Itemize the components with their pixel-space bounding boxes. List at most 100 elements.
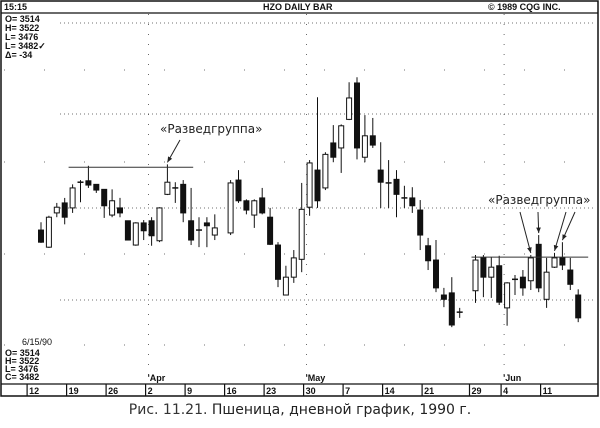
candle [519,270,526,296]
candle-body [117,207,123,214]
candle [196,217,202,248]
candle [480,255,487,298]
candle [124,220,131,241]
candle-body [488,266,495,278]
candle [535,235,542,293]
candle-body [85,180,92,186]
candle-body [243,200,250,211]
candle [456,307,463,318]
candle-body [472,259,479,292]
candle [559,242,566,271]
candle [38,222,44,243]
candle-body [433,259,439,289]
candle-body [188,220,195,241]
candle-body [156,207,163,242]
readout-open: O= 3514 [5,14,40,24]
readout-o: O= 3514 [5,348,40,358]
arrow-head [536,227,541,234]
candle-body [164,181,171,195]
x-tick-label: 4 [503,386,508,396]
candle-body [543,271,550,300]
candle-body [101,188,108,207]
candle [180,180,187,223]
bottom-readout: 6/15/90 O= 3514 H= 3522 L= 3476 C= 3482 [5,337,52,382]
candle-body [38,229,44,243]
readout-delta: Δ= -34 [5,50,32,60]
candle-body [203,222,210,227]
x-tick-label: 11 [543,386,553,396]
candle [330,125,337,163]
candle [298,182,305,273]
candle-body [227,182,234,234]
candle [243,199,250,215]
candle [93,183,100,193]
candle [567,257,574,291]
candle [117,197,123,218]
candle-body [282,276,289,296]
x-tick-label: 30 [306,386,316,396]
candle-body [338,125,345,149]
x-tick-label: 23 [266,386,276,396]
candle [425,237,432,271]
candle-body [527,257,534,282]
candle [45,215,52,248]
candle [235,170,242,203]
x-axis: 12 19 26 2 9 16 23 30 7 14 21 29 4 11'Apr 'May 'Jun [26,373,553,396]
candle [401,185,408,208]
candle-body [109,200,116,216]
candle-body [354,82,360,149]
x-tick-label: 26 [108,386,118,396]
x-tick-label: 29 [472,386,482,396]
header-title: HZO DAILY BAR [263,2,333,12]
x-tick-label: 19 [69,386,79,396]
candle-body [448,292,455,326]
candle [488,257,495,298]
candle [282,265,289,296]
x-tick-label: 12 [29,386,39,396]
candle-body [290,257,297,278]
candle [275,242,281,288]
readout-high: H= 3522 [5,23,39,33]
candle [377,142,384,208]
candle-body [417,209,424,236]
header-time: 15:15 [4,2,27,12]
candle [361,115,368,163]
candle-body [425,245,432,262]
candle-body [409,197,416,207]
candle [369,117,376,148]
top-readout: O= 3514 H= 3522 L= 3476 L= 3482✓ Δ= -34 [5,14,46,60]
candle-body [346,97,353,120]
candle-body [211,227,218,236]
candle-body [235,179,242,202]
candle-body [306,162,313,208]
candle-body [567,269,574,285]
readout-low: L= 3476 [5,32,38,42]
header-copyright: © 1989 CQG INC. [488,2,561,12]
candle-body [275,244,281,280]
candle [393,170,400,218]
candle-body [496,265,503,303]
candle-body [314,169,321,202]
candle-body [140,222,147,232]
arrow-head [562,234,567,241]
arrow-head [527,247,532,254]
caption-text: Пшеница, дневной график, 1990 г. [211,402,472,418]
candle-body [504,282,511,309]
candle [338,124,345,173]
candle [164,164,171,196]
candle-body [53,206,60,214]
candle-body [298,208,305,260]
candle [132,222,139,246]
x-tick-label: 2 [148,386,153,396]
candle-body [251,200,258,216]
readout-last: L= 3482✓ [5,41,46,51]
candle-body [480,257,487,278]
candle [211,214,218,241]
candle-body [132,222,139,246]
candle [77,180,84,203]
candle-body [45,216,52,248]
candle [290,250,297,283]
candle-body [180,183,187,214]
candle [259,187,266,215]
candle [109,189,116,218]
